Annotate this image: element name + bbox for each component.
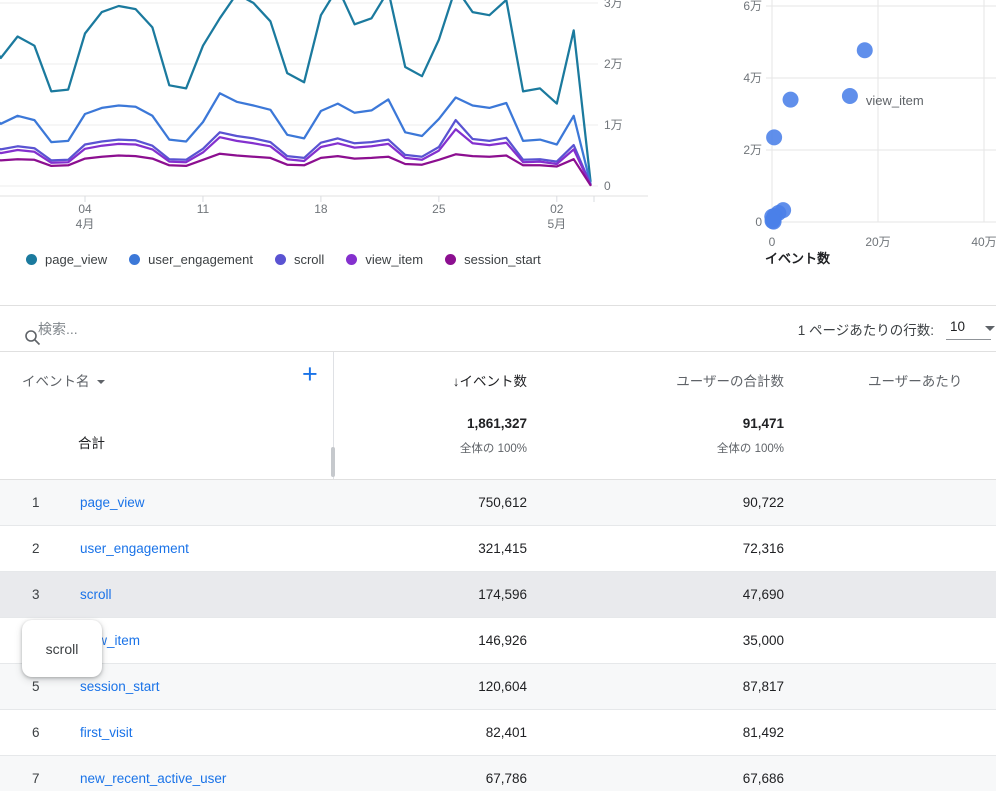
events-table: 1 ページあたりの行数: 10 イベント名 + ↓イベント数 ユーザーの合計数 … <box>0 305 996 791</box>
svg-text:2万: 2万 <box>743 143 762 157</box>
total-users-value: 47,690 <box>742 587 784 602</box>
table-row[interactable]: 6 first_visit 82,401 81,492 <box>0 710 996 756</box>
sort-desc-icon: ↓ <box>452 374 460 389</box>
svg-text:25: 25 <box>432 202 446 216</box>
svg-text:3万: 3万 <box>604 0 623 10</box>
column-header-per-user[interactable]: ユーザーあたり <box>868 374 963 389</box>
legend-dot-icon <box>346 254 358 265</box>
rows-per-page-label: 1 ページあたりの行数: <box>797 322 934 338</box>
row-index: 7 <box>32 771 40 786</box>
legend-label: page_view <box>45 252 108 267</box>
search-input[interactable] <box>36 319 260 338</box>
legend-item-session-start: session_start <box>445 252 541 267</box>
row-index: 2 <box>32 541 40 556</box>
legend-dot-icon <box>445 254 457 265</box>
svg-text:6万: 6万 <box>743 0 762 13</box>
totals-event-count: 1,861,327 全体の 100% <box>459 416 527 455</box>
sort-caret-icon <box>96 380 105 385</box>
svg-text:4月: 4月 <box>76 217 95 231</box>
legend-dot-icon <box>274 254 286 265</box>
row-index: 6 <box>32 725 40 740</box>
table-body: 1 page_view 750,612 90,722 2 user_engagement 3… <box>0 480 996 791</box>
table-row[interactable]: 1 page_view 750,612 90,722 <box>0 480 996 526</box>
svg-text:1万: 1万 <box>604 118 623 132</box>
column-header-total-users[interactable]: ユーザーの合計数 <box>676 374 784 389</box>
svg-text:11: 11 <box>197 202 210 216</box>
chevron-down-icon <box>985 325 995 331</box>
totals-row: 合計 1,861,327 全体の 100% 91,471 全体の 100% <box>0 402 996 480</box>
rows-per-page-select[interactable]: 10 <box>945 318 995 340</box>
event-name-link[interactable]: first_visit <box>80 725 133 740</box>
legend-label: view_item <box>365 252 424 267</box>
svg-text:2万: 2万 <box>604 57 623 71</box>
legend-dot-icon <box>129 254 141 265</box>
svg-text:40万: 40万 <box>971 235 996 249</box>
svg-text:20万: 20万 <box>865 235 890 249</box>
total-users-value: 87,817 <box>742 679 784 694</box>
event-name-link[interactable]: scroll <box>80 587 112 602</box>
row-index: 1 <box>32 495 40 510</box>
table-row[interactable]: 3 scroll 174,596 47,690 <box>0 572 996 618</box>
event-name-link[interactable]: session_start <box>80 679 160 694</box>
event-count-value: 146,926 <box>478 633 527 648</box>
table-row[interactable]: 2 user_engagement 321,415 72,316 <box>0 526 996 572</box>
svg-text:イベント数: イベント数 <box>765 251 831 266</box>
legend-label: user_engagement <box>148 252 253 267</box>
column-divider <box>333 352 334 524</box>
rows-per-page: 1 ページあたりの行数: 10 <box>797 306 995 351</box>
column-divider-handle[interactable] <box>331 447 335 477</box>
table-row[interactable]: 5 session_start 120,604 87,817 <box>0 664 996 710</box>
legend-dot-icon <box>26 254 37 265</box>
chart-legend: page_view user_engagement scroll view_it… <box>26 252 541 267</box>
table-search-row: 1 ページあたりの行数: 10 <box>0 306 996 352</box>
svg-text:02: 02 <box>550 202 564 216</box>
svg-text:0: 0 <box>769 235 776 249</box>
event-count-value: 120,604 <box>478 679 527 694</box>
svg-text:view_item: view_item <box>866 93 924 108</box>
legend-label: session_start <box>464 252 541 267</box>
total-users-value: 90,722 <box>742 495 784 510</box>
column-header-event-name[interactable]: イベント名 <box>22 370 105 390</box>
column-header-event-count[interactable]: ↓イベント数 <box>452 374 527 389</box>
total-users-value: 72,316 <box>742 541 784 556</box>
add-metric-button[interactable]: + <box>296 360 324 389</box>
total-users-value: 67,686 <box>742 771 784 786</box>
legend-label: scroll <box>293 252 325 267</box>
event-count-value: 82,401 <box>485 725 527 740</box>
total-users-value: 81,492 <box>742 725 784 740</box>
legend-item-user-engagement: user_engagement <box>129 252 253 267</box>
row-index: 5 <box>32 679 40 694</box>
legend-item-scroll: scroll <box>274 252 325 267</box>
totals-total-users: 91,471 全体の 100% <box>716 416 784 455</box>
event-name-link[interactable]: user_engagement <box>80 541 189 556</box>
legend-item-view-item: view_item <box>346 252 423 267</box>
svg-text:18: 18 <box>314 202 328 216</box>
svg-text:0: 0 <box>755 215 762 229</box>
event-count-value: 321,415 <box>478 541 527 556</box>
totals-label: 合計 <box>78 436 105 451</box>
svg-text:0: 0 <box>604 179 611 193</box>
row-index: 3 <box>32 587 40 602</box>
event-count-value: 174,596 <box>478 587 527 602</box>
legend-item-page-view: page_view <box>26 252 107 267</box>
tooltip: scroll <box>22 620 102 677</box>
event-name-link[interactable]: page_view <box>80 495 145 510</box>
event-name-link[interactable]: new_recent_active_user <box>80 771 227 786</box>
svg-text:5月: 5月 <box>547 217 566 231</box>
table-header-row: イベント名 + ↓イベント数 ユーザーの合計数 ユーザーあたり <box>0 352 996 524</box>
svg-text:4万: 4万 <box>743 71 762 85</box>
event-count-value: 750,612 <box>478 495 527 510</box>
event-count-value: 67,786 <box>485 771 527 786</box>
total-users-value: 35,000 <box>742 633 784 648</box>
svg-text:04: 04 <box>78 202 92 216</box>
table-row[interactable]: 7 new_recent_active_user 67,786 67,686 <box>0 756 996 791</box>
